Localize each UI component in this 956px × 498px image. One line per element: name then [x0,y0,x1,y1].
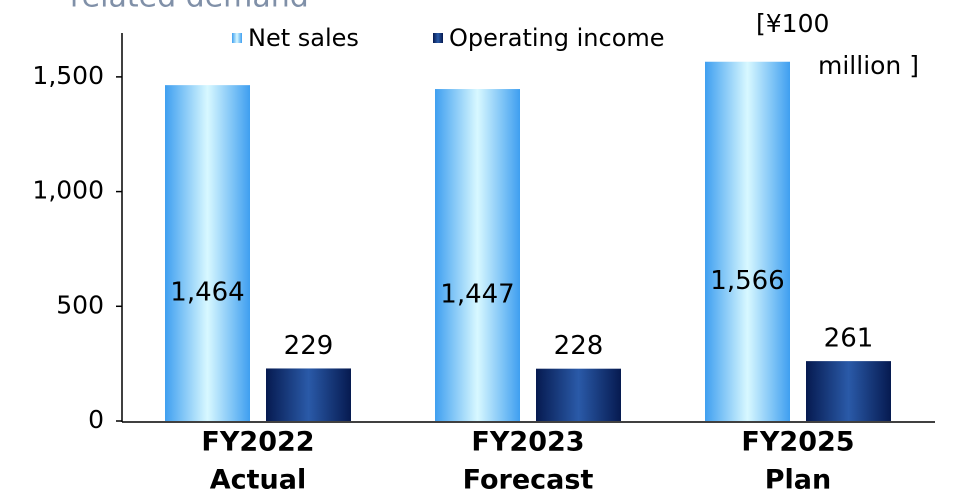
data-label: 1,447 [440,280,514,310]
data-label: 1,464 [170,278,244,308]
x-tick-label: Actual [210,465,307,496]
unit-label: million ] [818,51,919,80]
bar [435,89,520,422]
data-label: 229 [284,331,334,361]
legend-label: Net sales [248,24,359,52]
legend-label: Operating income [449,24,665,52]
bar [806,361,891,421]
bar [536,368,621,421]
legend-swatch [232,33,242,43]
y-tick-label: 0 [88,405,104,434]
chart-title: related demand [70,0,309,15]
data-label: 261 [824,324,874,354]
data-label: 1,566 [710,266,784,296]
y-tick-label: 1,500 [32,61,104,90]
x-tick-label: FY2022 [201,427,314,458]
bar [705,61,790,421]
unit-label: [¥100 [756,9,829,38]
y-tick-label: 500 [56,290,104,319]
x-tick-label: Forecast [463,465,594,496]
x-tick-label: Plan [765,465,832,496]
data-label: 228 [554,331,604,361]
y-tick-label: 1,000 [32,176,104,205]
bar [165,85,250,421]
legend-swatch [433,33,443,43]
x-tick-label: FY2025 [741,427,854,458]
bar [266,368,351,421]
x-tick-label: FY2023 [471,427,584,458]
